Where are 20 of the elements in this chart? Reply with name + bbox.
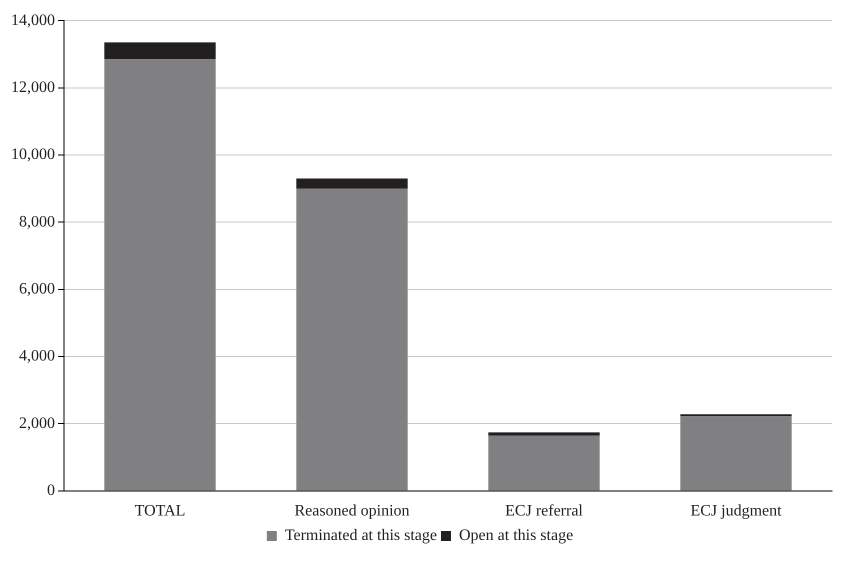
y-tick-label: 4,000 — [19, 348, 55, 365]
legend-label: Open at this stage — [458, 527, 574, 544]
y-tick-label: 14,000 — [11, 12, 55, 29]
y-tick-label: 8,000 — [19, 213, 55, 230]
x-tick-label: Reasoned opinion — [294, 502, 410, 520]
y-tick-label: 2,000 — [19, 414, 55, 432]
bar — [296, 178, 408, 189]
y-tick-label: 10,000 — [11, 146, 55, 164]
x-tick-label: TOTAL — [134, 502, 186, 520]
y-tick-label: 12,000 — [11, 78, 55, 96]
bar — [104, 42, 216, 60]
legend-label: Terminated at this stage — [284, 527, 437, 544]
x-tick-label: ECJ judgment — [690, 502, 782, 520]
bar — [488, 436, 600, 490]
bar — [104, 59, 216, 490]
y-tick-label: 6,000 — [19, 280, 55, 298]
bar — [680, 416, 792, 490]
y-tick-label: 0 — [47, 482, 55, 500]
bar — [296, 188, 408, 490]
x-tick-label: ECJ referral — [505, 502, 584, 520]
